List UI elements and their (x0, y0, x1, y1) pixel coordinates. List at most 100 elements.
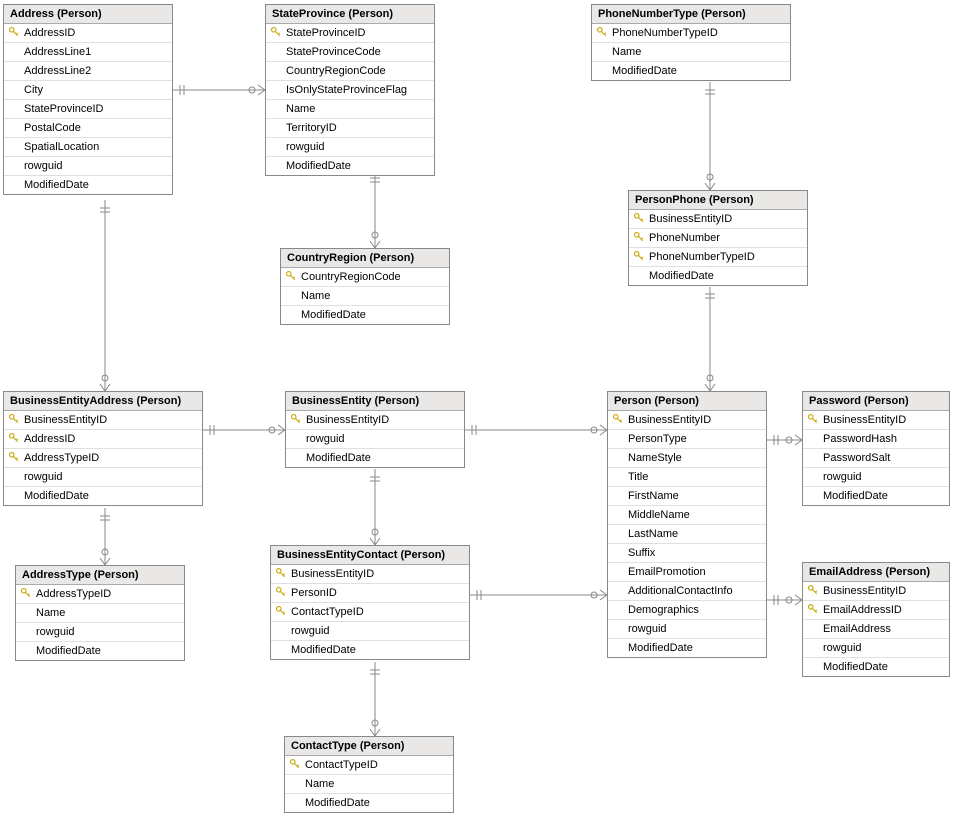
column-name: AddressLine1 (24, 46, 91, 58)
column-name: StateProvinceID (24, 103, 103, 115)
column-row: IsOnlyStateProvinceFlag (266, 81, 434, 100)
table-title: AddressType (Person) (16, 566, 184, 585)
column-name: LastName (628, 528, 678, 540)
column-name: PhoneNumberTypeID (612, 27, 718, 39)
table-title: Person (Person) (608, 392, 766, 411)
table-businessentity[interactable]: BusinessEntity (Person)BusinessEntityID r… (285, 391, 465, 468)
column-row: ModifiedDate (4, 487, 202, 505)
column-name: rowguid (286, 141, 325, 153)
table-title: PersonPhone (Person) (629, 191, 807, 210)
column-row: BusinessEntityID (271, 565, 469, 584)
column-name: BusinessEntityID (24, 414, 107, 426)
column-name: rowguid (823, 642, 862, 654)
column-name: rowguid (823, 471, 862, 483)
column-name: PersonType (628, 433, 687, 445)
table-stateprovince[interactable]: StateProvince (Person)StateProvinceIDSta… (265, 4, 435, 176)
column-row: AdditionalContactInfo (608, 582, 766, 601)
column-name: rowguid (291, 625, 330, 637)
column-name: AddressID (24, 433, 75, 445)
table-person[interactable]: Person (Person)BusinessEntityID PersonTyp… (607, 391, 767, 658)
column-name: AddressID (24, 27, 75, 39)
column-row: EmailPromotion (608, 563, 766, 582)
column-name: ModifiedDate (649, 270, 714, 282)
column-name: ModifiedDate (823, 490, 888, 502)
column-name: BusinessEntityID (823, 414, 906, 426)
column-row: PersonType (608, 430, 766, 449)
column-name: AddressLine2 (24, 65, 91, 77)
column-row: Name (266, 100, 434, 119)
column-row: ModifiedDate (803, 487, 949, 505)
table-title: Address (Person) (4, 5, 172, 24)
column-row: Suffix (608, 544, 766, 563)
table-title: EmailAddress (Person) (803, 563, 949, 582)
column-row: BusinessEntityID (286, 411, 464, 430)
column-name: rowguid (24, 160, 63, 172)
table-title: BusinessEntity (Person) (286, 392, 464, 411)
table-personphone[interactable]: PersonPhone (Person)BusinessEntityIDPhon… (628, 190, 808, 286)
table-phonenumbertype[interactable]: PhoneNumberType (Person)PhoneNumberTypeI… (591, 4, 791, 81)
column-row: StateProvinceID (4, 100, 172, 119)
column-row: Name (592, 43, 790, 62)
column-row: Demographics (608, 601, 766, 620)
table-businessentityaddress[interactable]: BusinessEntityAddress (Person) BusinessEn… (3, 391, 203, 506)
table-title: CountryRegion (Person) (281, 249, 449, 268)
column-name: rowguid (306, 433, 345, 445)
column-row: BusinessEntityID (803, 411, 949, 430)
table-countryregion[interactable]: CountryRegion (Person)CountryRegionCodeN… (280, 248, 450, 325)
column-row: StateProvinceID (266, 24, 434, 43)
column-row: AddressLine1 (4, 43, 172, 62)
table-title: BusinessEntityContact (Person) (271, 546, 469, 565)
column-row: EmailAddress (803, 620, 949, 639)
column-row: ModifiedDate (803, 658, 949, 676)
column-row: AddressTypeID (16, 585, 184, 604)
table-contacttype[interactable]: ContactType (Person)ContactTypeIDNameMod… (284, 736, 454, 813)
column-row: rowguid (803, 639, 949, 658)
column-row: ModifiedDate (281, 306, 449, 324)
column-name: EmailAddressID (823, 604, 902, 616)
column-row: ModifiedDate (4, 176, 172, 194)
column-row: StateProvinceCode (266, 43, 434, 62)
column-name: Name (286, 103, 315, 115)
column-name: AddressTypeID (24, 452, 99, 464)
column-name: ModifiedDate (612, 65, 677, 77)
table-password[interactable]: Password (Person)BusinessEntityIDPasswor… (802, 391, 950, 506)
column-row: TerritoryID (266, 119, 434, 138)
column-name: CountryRegionCode (286, 65, 386, 77)
column-row: AddressID (4, 430, 202, 449)
table-addresstype[interactable]: AddressType (Person)AddressTypeIDNamerow… (15, 565, 185, 661)
column-name: EmailPromotion (628, 566, 706, 578)
column-row: PhoneNumberTypeID (592, 24, 790, 43)
table-address[interactable]: Address (Person) AddressID AddressLine1 Add… (3, 4, 173, 195)
column-row: rowguid (16, 623, 184, 642)
column-row: EmailAddressID (803, 601, 949, 620)
column-name: StateProvinceID (286, 27, 365, 39)
column-name: Suffix (628, 547, 655, 559)
column-row: Name (281, 287, 449, 306)
column-row: ModifiedDate (629, 267, 807, 285)
column-name: MiddleName (628, 509, 690, 521)
column-name: IsOnlyStateProvinceFlag (286, 84, 407, 96)
column-row: NameStyle (608, 449, 766, 468)
column-row: PostalCode (4, 119, 172, 138)
column-row: City (4, 81, 172, 100)
table-emailaddress[interactable]: EmailAddress (Person)BusinessEntityIDEma… (802, 562, 950, 677)
table-businessentitycontact[interactable]: BusinessEntityContact (Person) BusinessEn… (270, 545, 470, 660)
column-row: FirstName (608, 487, 766, 506)
column-name: rowguid (628, 623, 667, 635)
column-row: PasswordSalt (803, 449, 949, 468)
column-row: AddressLine2 (4, 62, 172, 81)
column-name: BusinessEntityID (291, 568, 374, 580)
column-row: Name (16, 604, 184, 623)
column-name: ModifiedDate (286, 160, 351, 172)
column-row: ModifiedDate (285, 794, 453, 812)
table-title: BusinessEntityAddress (Person) (4, 392, 202, 411)
column-row: BusinessEntityID (608, 411, 766, 430)
column-name: Name (305, 778, 334, 790)
column-name: PasswordSalt (823, 452, 890, 464)
column-row: rowguid (803, 468, 949, 487)
column-row: rowguid (271, 622, 469, 641)
column-row: rowguid (286, 430, 464, 449)
column-name: PostalCode (24, 122, 81, 134)
column-name: Name (301, 290, 330, 302)
column-name: PhoneNumberTypeID (649, 251, 755, 263)
